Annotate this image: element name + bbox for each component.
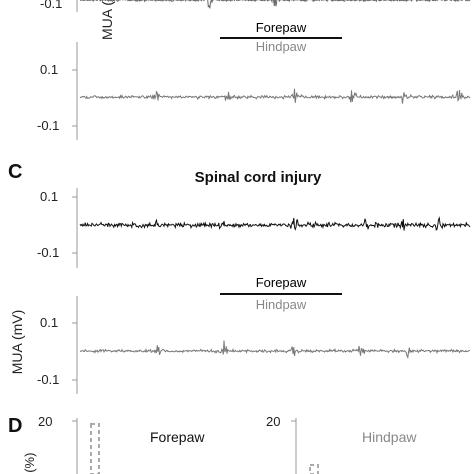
b-ytick-pos: 0.1: [40, 62, 58, 77]
d-ylabel-fragment: t (%): [22, 453, 37, 474]
d-right-ytick: 20: [266, 414, 280, 429]
c-upper-ytick-neg: -0.1: [37, 245, 59, 260]
c-title: Spinal cord injury: [195, 169, 322, 186]
c-upper-trace: [79, 216, 471, 231]
c-lower-trace-path: [79, 340, 471, 360]
c-upper-trace-path: [79, 216, 471, 231]
b-ytick-neg: -0.1: [37, 118, 59, 133]
b-top-trace-path: [79, 0, 471, 9]
d-left-ytick: 20: [38, 414, 52, 429]
c-legend-forepaw: Forepaw: [256, 275, 307, 290]
b-top-ytick-neg: -0.1: [40, 0, 62, 11]
b-legend-hindpaw: Hindpaw: [256, 39, 307, 54]
c-legend-hindpaw: Hindpaw: [256, 297, 307, 312]
d-left-title: Forepaw: [150, 429, 205, 445]
d-right-bar: [309, 464, 319, 474]
panel-letter-c: C: [8, 161, 22, 183]
b-lower-trace-path: [79, 88, 471, 104]
b-ylabel: MUA (mV): [99, 0, 115, 40]
d-right-title: Hindpaw: [362, 429, 417, 445]
c-ylabel: MUA (mV): [9, 310, 25, 375]
b-legend-forepaw: Forepaw: [256, 20, 307, 35]
b-top-trace: [79, 0, 471, 9]
panel-letter-d: D: [8, 415, 22, 437]
c-upper-ytick-pos: 0.1: [40, 189, 58, 204]
b-lower-trace: [79, 88, 471, 104]
d-left-bar: [90, 423, 100, 474]
c-lower-ytick-neg: -0.1: [37, 372, 59, 387]
c-lower-trace: [79, 340, 471, 360]
c-lower-ytick-pos: 0.1: [40, 315, 58, 330]
